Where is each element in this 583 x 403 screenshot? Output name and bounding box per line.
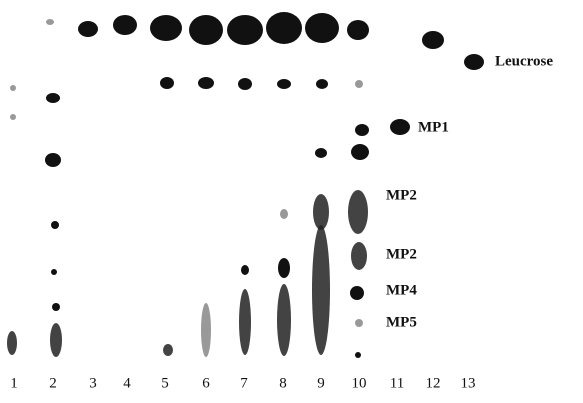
spot <box>10 85 16 91</box>
spot <box>464 54 484 70</box>
lane-labels: 1 2 3 4 5 6 7 8 9 10 11 12 13 <box>10 375 475 391</box>
lane-label: 13 <box>461 375 476 391</box>
lane-label: 11 <box>390 375 404 391</box>
spot <box>390 119 410 135</box>
spot <box>51 221 59 229</box>
spot <box>316 79 328 89</box>
spot <box>277 284 291 356</box>
spot <box>45 153 61 167</box>
spot <box>422 31 444 49</box>
lane-label: 10 <box>352 375 367 391</box>
spot-label: MP2 <box>386 187 417 203</box>
spot <box>51 269 57 275</box>
spot <box>201 303 211 357</box>
spot-label: MP2 <box>386 246 417 262</box>
spot <box>315 148 327 158</box>
spot <box>355 80 363 88</box>
spot <box>348 190 368 234</box>
lane-label: 3 <box>89 375 97 391</box>
spot <box>198 77 214 89</box>
spot <box>160 77 174 89</box>
spot <box>355 319 363 327</box>
spot <box>355 352 361 358</box>
spot <box>238 78 252 90</box>
spot <box>266 12 302 44</box>
spot <box>78 21 98 37</box>
spot <box>46 93 60 103</box>
spot <box>351 144 369 160</box>
spot <box>277 79 291 89</box>
lane-label: 6 <box>202 375 210 391</box>
lane-label: 2 <box>49 375 57 391</box>
spot <box>227 15 263 45</box>
spot-label: MP5 <box>386 314 417 330</box>
spot <box>7 331 17 355</box>
lane-label: 8 <box>279 375 287 391</box>
spot <box>163 344 173 356</box>
lane-label: 5 <box>161 375 169 391</box>
spot-label: MP4 <box>386 282 417 298</box>
spot <box>355 124 369 136</box>
spot <box>52 303 60 311</box>
lane-label: 4 <box>123 375 131 391</box>
spots <box>7 12 484 358</box>
spot <box>10 114 16 120</box>
lane-label: 7 <box>240 375 248 391</box>
spot <box>189 15 223 45</box>
annotations: Leucrose MP1 MP2 MP2 MP4 MP5 <box>386 53 553 330</box>
spot <box>113 15 137 35</box>
spot <box>46 19 54 25</box>
spot <box>150 15 182 41</box>
spot <box>305 13 339 43</box>
spot <box>239 289 251 355</box>
spot <box>313 194 329 230</box>
spot-label: MP1 <box>418 119 449 135</box>
spot <box>312 225 330 355</box>
spot <box>50 323 62 357</box>
spot <box>278 258 290 278</box>
spot <box>280 209 288 219</box>
spot-label: Leucrose <box>495 53 553 69</box>
spot <box>351 242 367 270</box>
lane-label: 12 <box>426 375 441 391</box>
lane-label: 9 <box>317 375 325 391</box>
spot <box>241 265 249 275</box>
lane-label: 1 <box>10 375 18 391</box>
spot <box>350 286 364 300</box>
spot <box>347 20 369 40</box>
